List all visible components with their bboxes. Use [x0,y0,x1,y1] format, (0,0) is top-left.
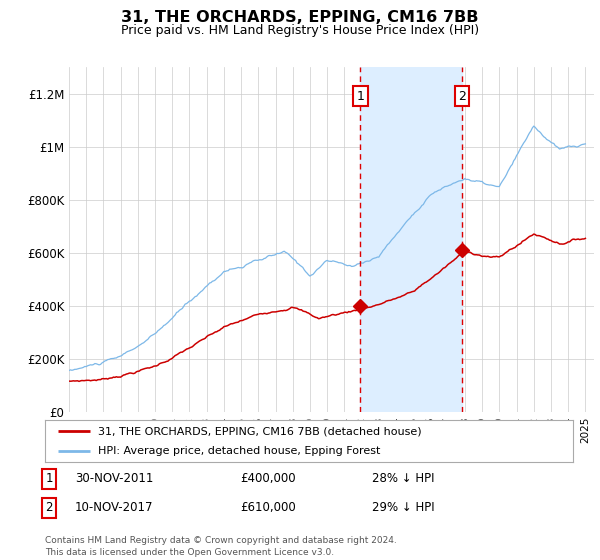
Text: 28% ↓ HPI: 28% ↓ HPI [372,472,434,486]
Text: 31, THE ORCHARDS, EPPING, CM16 7BB: 31, THE ORCHARDS, EPPING, CM16 7BB [121,10,479,25]
Text: 1: 1 [356,90,364,103]
Bar [360,67,462,412]
Text: Price paid vs. HM Land Registry's House Price Index (HPI): Price paid vs. HM Land Registry's House … [121,24,479,36]
Text: 29% ↓ HPI: 29% ↓ HPI [372,501,434,515]
Text: £610,000: £610,000 [240,501,296,515]
Text: 10-NOV-2017: 10-NOV-2017 [75,501,154,515]
Text: Contains HM Land Registry data © Crown copyright and database right 2024.: Contains HM Land Registry data © Crown c… [45,536,397,545]
Text: £400,000: £400,000 [240,472,296,486]
Text: 31, THE ORCHARDS, EPPING, CM16 7BB (detached house): 31, THE ORCHARDS, EPPING, CM16 7BB (deta… [98,426,421,436]
Text: 2: 2 [458,90,466,103]
Text: 1: 1 [46,472,53,486]
Text: HPI: Average price, detached house, Epping Forest: HPI: Average price, detached house, Eppi… [98,446,380,456]
Text: This data is licensed under the Open Government Licence v3.0.: This data is licensed under the Open Gov… [45,548,334,557]
Text: 2: 2 [46,501,53,515]
Text: 30-NOV-2011: 30-NOV-2011 [75,472,154,486]
